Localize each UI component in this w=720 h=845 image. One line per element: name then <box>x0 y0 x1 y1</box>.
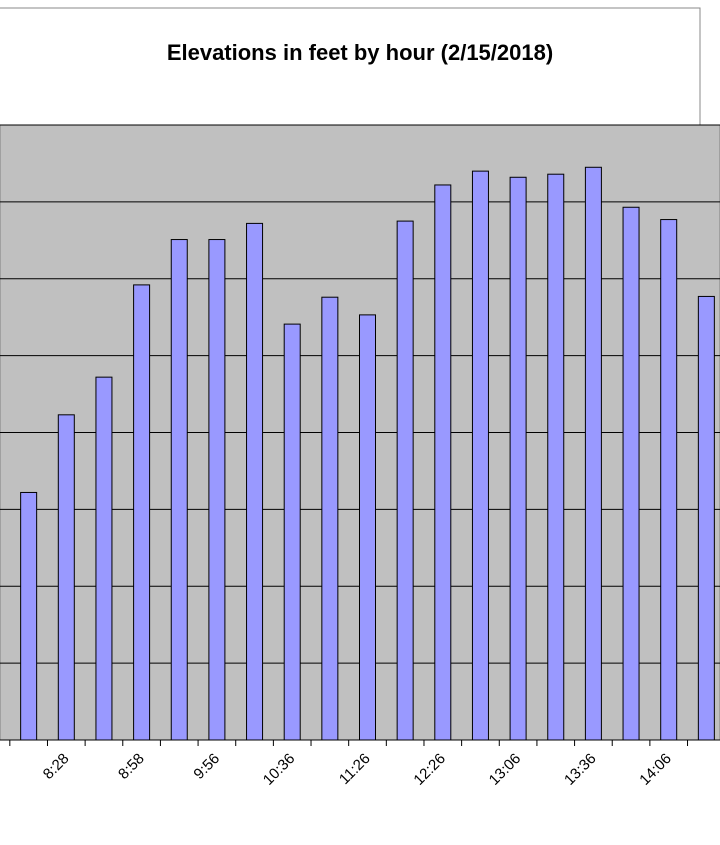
bar <box>396 220 414 741</box>
bar <box>471 170 489 741</box>
bar <box>622 206 640 741</box>
bar <box>697 295 715 741</box>
bar <box>547 173 565 741</box>
bar <box>95 376 113 741</box>
chart-title: Elevations in feet by hour (2/15/2018) <box>167 40 553 65</box>
bar <box>170 239 188 741</box>
bar <box>133 284 151 741</box>
bar <box>584 166 602 741</box>
bar <box>283 323 301 741</box>
bar <box>509 176 527 741</box>
bar <box>434 184 452 741</box>
bar <box>208 239 226 741</box>
bar <box>20 491 38 741</box>
bar <box>660 219 678 741</box>
bar <box>246 222 264 741</box>
bar <box>57 414 75 741</box>
bar <box>321 296 339 741</box>
bar <box>359 314 376 741</box>
chart-frame <box>0 7 701 125</box>
